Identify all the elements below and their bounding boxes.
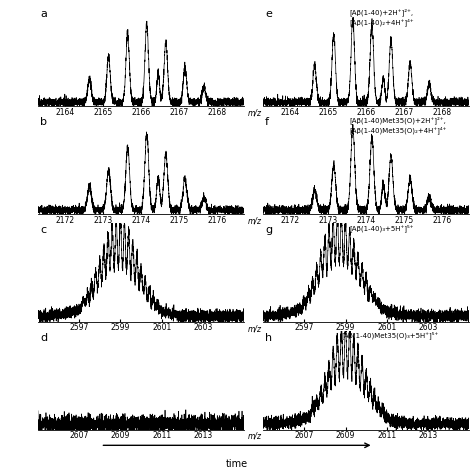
Text: g: g bbox=[265, 225, 272, 235]
Text: b: b bbox=[40, 117, 47, 127]
Text: [Aβ(1-40)+2H⁺]²⁺,
[Aβ(1-40)₂+4H⁺]⁴⁺: [Aβ(1-40)+2H⁺]²⁺, [Aβ(1-40)₂+4H⁺]⁴⁺ bbox=[350, 8, 414, 26]
Text: m/z: m/z bbox=[248, 432, 262, 441]
Text: h: h bbox=[265, 332, 272, 342]
Text: a: a bbox=[40, 9, 47, 19]
Text: f: f bbox=[265, 117, 269, 127]
Text: d: d bbox=[40, 332, 47, 342]
Text: [Aβ(1-40)Met35(O)+2H⁺]²⁺,
[Aβ(1-40)Met35(O)₂+4H⁺]⁴⁺: [Aβ(1-40)Met35(O)+2H⁺]²⁺, [Aβ(1-40)Met35… bbox=[350, 116, 447, 134]
Text: m/z: m/z bbox=[248, 216, 262, 225]
Text: m/z: m/z bbox=[248, 324, 262, 333]
Text: m/z: m/z bbox=[248, 108, 262, 117]
Text: e: e bbox=[265, 9, 272, 19]
Text: time: time bbox=[226, 458, 248, 468]
Text: c: c bbox=[40, 225, 46, 235]
Text: [Aβ(1-40)Met35(O)₃+5H⁺]⁵⁺: [Aβ(1-40)Met35(O)₃+5H⁺]⁵⁺ bbox=[341, 332, 438, 339]
Text: [Aβ(1-40)₃+5H⁺]⁵⁺: [Aβ(1-40)₃+5H⁺]⁵⁺ bbox=[350, 224, 414, 231]
